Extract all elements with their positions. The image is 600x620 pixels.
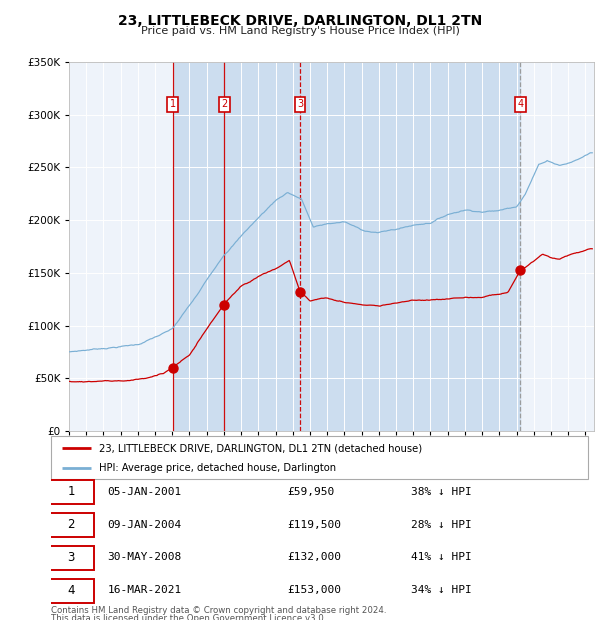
- Text: This data is licensed under the Open Government Licence v3.0.: This data is licensed under the Open Gov…: [51, 614, 326, 620]
- Text: HPI: Average price, detached house, Darlington: HPI: Average price, detached house, Darl…: [100, 463, 337, 473]
- FancyBboxPatch shape: [49, 480, 94, 504]
- Text: 4: 4: [67, 584, 75, 596]
- Text: Price paid vs. HM Land Registry's House Price Index (HPI): Price paid vs. HM Land Registry's House …: [140, 26, 460, 36]
- Bar: [173, 62, 520, 431]
- FancyBboxPatch shape: [49, 513, 94, 537]
- Text: 1: 1: [170, 99, 176, 109]
- Text: 05-JAN-2001: 05-JAN-2001: [107, 487, 182, 497]
- Text: 2: 2: [221, 99, 227, 109]
- FancyBboxPatch shape: [51, 436, 588, 479]
- Text: £59,950: £59,950: [287, 487, 335, 497]
- Text: 1: 1: [67, 485, 75, 498]
- Text: 3: 3: [297, 99, 303, 109]
- Text: 16-MAR-2021: 16-MAR-2021: [107, 585, 182, 595]
- Text: 4: 4: [517, 99, 523, 109]
- Text: 3: 3: [67, 551, 75, 564]
- Text: £153,000: £153,000: [287, 585, 341, 595]
- FancyBboxPatch shape: [49, 546, 94, 570]
- Text: £119,500: £119,500: [287, 520, 341, 529]
- Text: 23, LITTLEBECK DRIVE, DARLINGTON, DL1 2TN (detached house): 23, LITTLEBECK DRIVE, DARLINGTON, DL1 2T…: [100, 443, 422, 453]
- Text: 38% ↓ HPI: 38% ↓ HPI: [411, 487, 472, 497]
- Text: 28% ↓ HPI: 28% ↓ HPI: [411, 520, 472, 529]
- Text: 34% ↓ HPI: 34% ↓ HPI: [411, 585, 472, 595]
- Text: £132,000: £132,000: [287, 552, 341, 562]
- Text: Contains HM Land Registry data © Crown copyright and database right 2024.: Contains HM Land Registry data © Crown c…: [51, 606, 386, 616]
- FancyBboxPatch shape: [49, 578, 94, 603]
- Text: 30-MAY-2008: 30-MAY-2008: [107, 552, 182, 562]
- Text: 09-JAN-2004: 09-JAN-2004: [107, 520, 182, 529]
- Text: 23, LITTLEBECK DRIVE, DARLINGTON, DL1 2TN: 23, LITTLEBECK DRIVE, DARLINGTON, DL1 2T…: [118, 14, 482, 28]
- Text: 2: 2: [67, 518, 75, 531]
- Text: 41% ↓ HPI: 41% ↓ HPI: [411, 552, 472, 562]
